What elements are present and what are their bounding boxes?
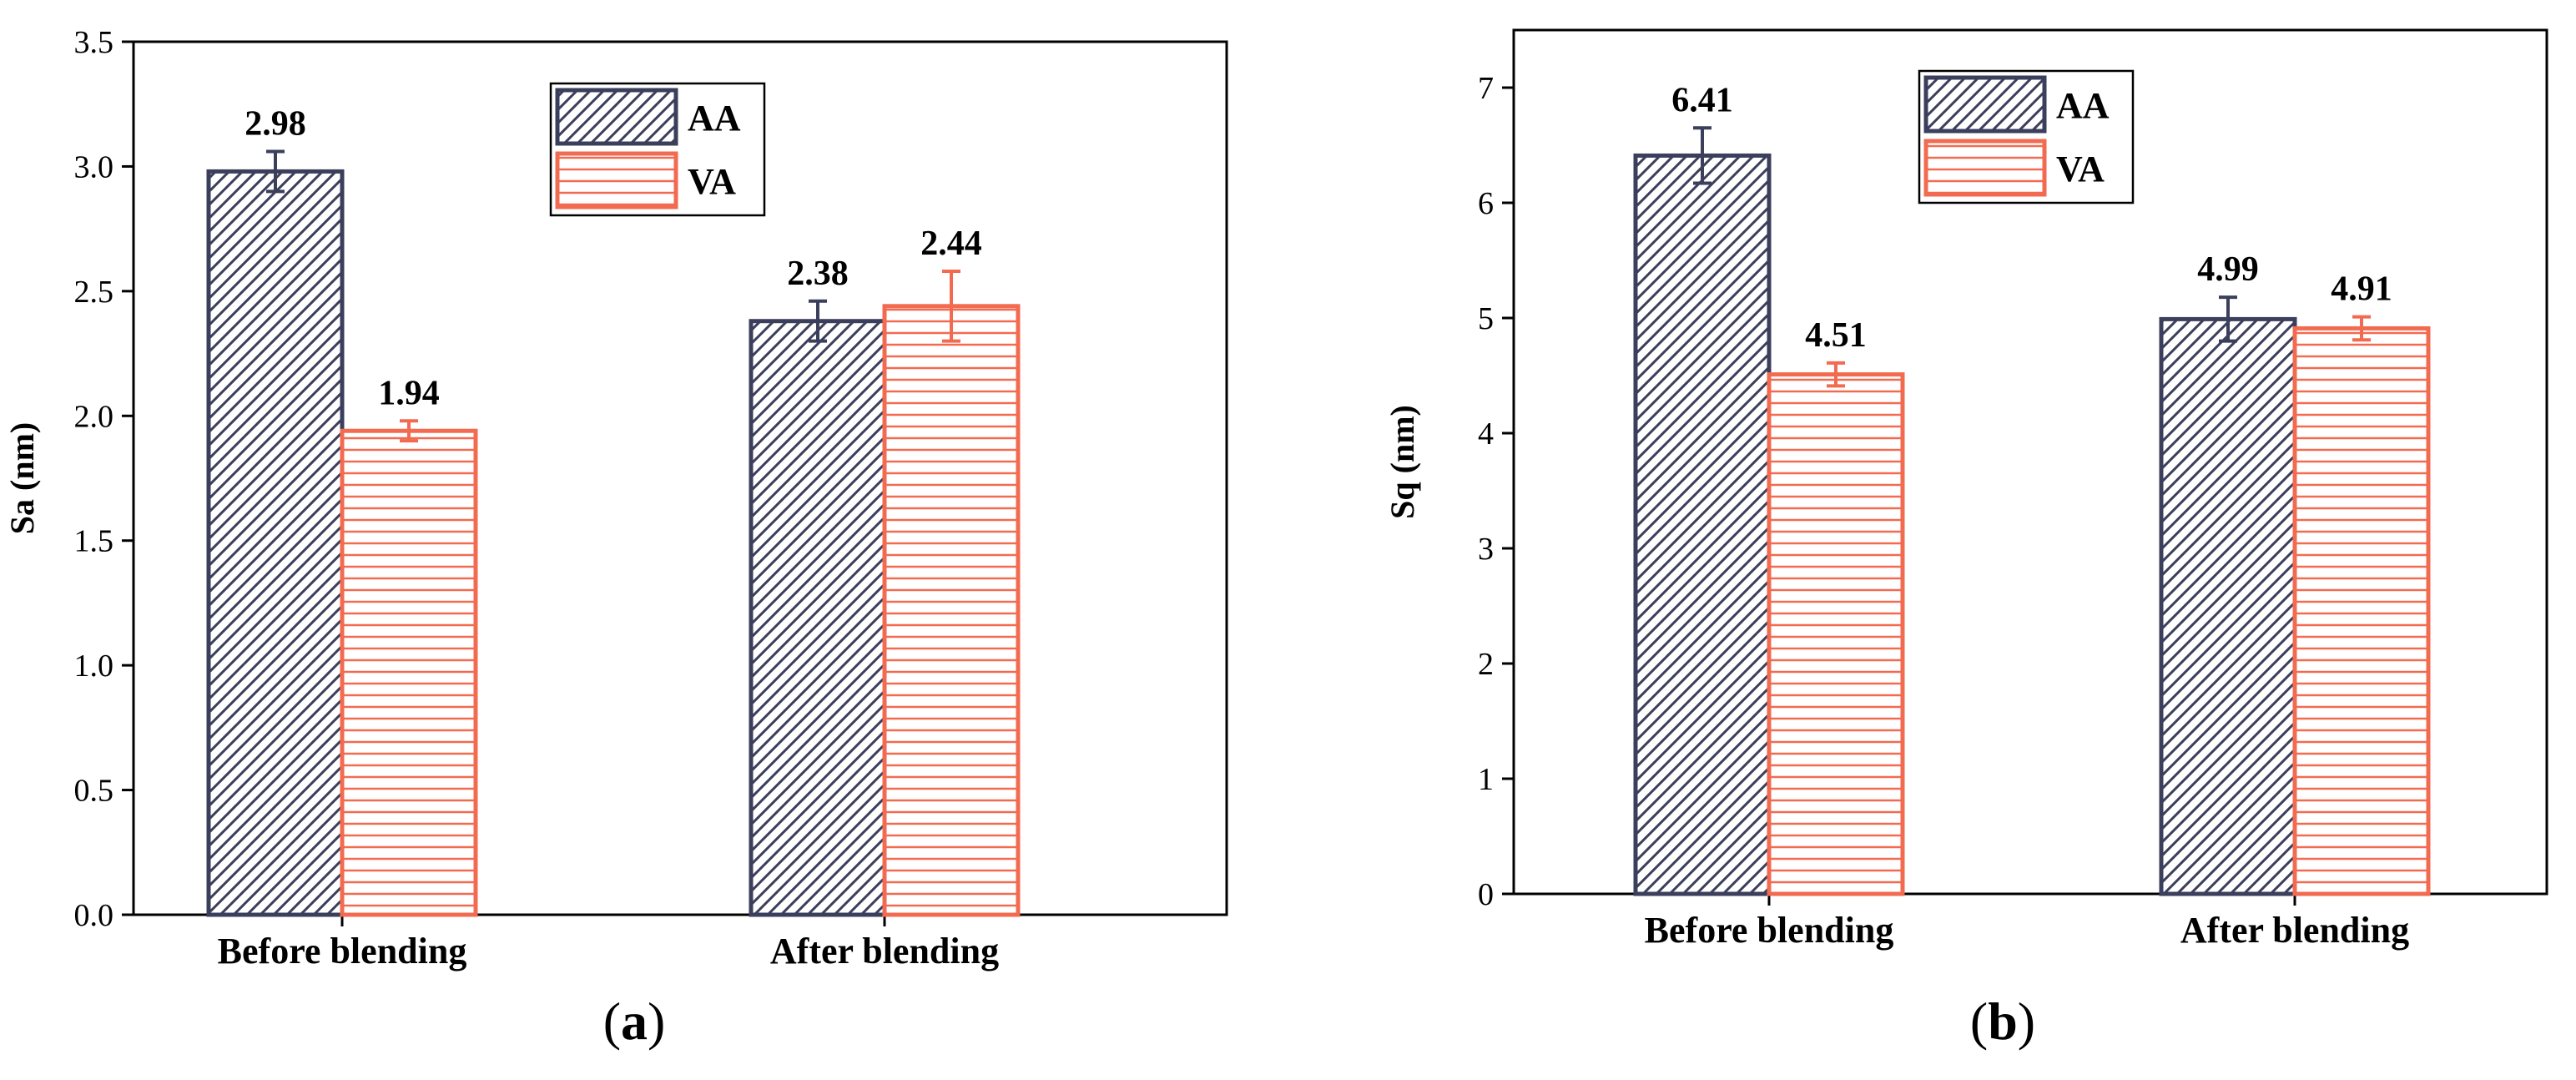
legend-label-va: VA bbox=[2056, 149, 2105, 189]
y-tick-label: 1.0 bbox=[74, 649, 114, 684]
data-label: 6.41 bbox=[1671, 81, 1733, 119]
y-tick-label: 3 bbox=[1478, 532, 1494, 567]
y-tick-label: 2 bbox=[1478, 647, 1494, 682]
y-tick-label: 1.5 bbox=[74, 524, 114, 559]
x-category-label: After blending bbox=[2180, 910, 2409, 951]
y-tick-label: 2.0 bbox=[74, 399, 114, 434]
x-category-label: Before blending bbox=[218, 931, 467, 971]
bar-aa bbox=[206, 169, 345, 917]
y-axis-label: Sq (nm) bbox=[1384, 405, 1421, 519]
data-label: 1.94 bbox=[378, 374, 440, 412]
y-tick-label: 3.5 bbox=[74, 25, 114, 60]
axis-frame bbox=[1512, 28, 2548, 896]
y-tick-label: 3.0 bbox=[74, 149, 114, 184]
error-bar-aa bbox=[266, 149, 285, 194]
panel-label: (a) bbox=[603, 992, 666, 1051]
chart-panel-a: 0.0 0.5 1.0 1.5 2.0 2.5 3.0 3.5 Before blending A… bbox=[3, 25, 1228, 1051]
panel-label: (b) bbox=[1970, 992, 2035, 1051]
y-tick-label: 4 bbox=[1478, 416, 1494, 452]
data-label: 4.91 bbox=[2331, 270, 2392, 309]
legend-swatch-aa bbox=[555, 88, 678, 146]
error-bar-aa bbox=[809, 299, 827, 343]
bar-va bbox=[2292, 326, 2431, 896]
data-label: 2.38 bbox=[787, 255, 849, 293]
error-bar-aa bbox=[2219, 295, 2237, 343]
x-category-label: After blending bbox=[770, 931, 999, 971]
legend: AA VA bbox=[1918, 69, 2135, 204]
y-tick-label: 0.0 bbox=[74, 898, 114, 933]
y-tick-label: 2.5 bbox=[74, 275, 114, 310]
data-label: 4.51 bbox=[1805, 316, 1867, 355]
error-bar-va bbox=[400, 419, 418, 443]
legend: AA VA bbox=[549, 82, 766, 217]
x-category-label: Before blending bbox=[1645, 910, 1894, 951]
bar-aa bbox=[1633, 153, 1772, 896]
error-bar-va bbox=[2352, 315, 2371, 342]
legend-swatch-va bbox=[1923, 139, 2047, 197]
error-bar-va bbox=[942, 269, 960, 343]
bar-aa bbox=[749, 319, 887, 917]
legend-label-aa: AA bbox=[2056, 85, 2110, 126]
bar-va bbox=[1767, 372, 1905, 896]
y-tick-label: 7 bbox=[1478, 71, 1494, 106]
legend-swatch-va bbox=[555, 151, 678, 209]
data-label: 4.99 bbox=[2197, 250, 2259, 289]
error-bar-va bbox=[1827, 361, 1845, 388]
y-tick-label: 5 bbox=[1478, 301, 1494, 336]
legend-swatch-aa bbox=[1923, 75, 2047, 134]
chart-panel-b: 0 1 2 3 4 5 6 7 Before blending After blending Sq … bbox=[1384, 28, 2548, 1051]
y-axis-label: Sa (nm) bbox=[3, 422, 41, 534]
y-tick-label: 1 bbox=[1478, 762, 1494, 797]
y-tick-label: 6 bbox=[1478, 186, 1494, 221]
data-label: 2.98 bbox=[244, 104, 306, 143]
axis-frame bbox=[132, 40, 1228, 916]
data-label: 2.44 bbox=[920, 225, 982, 263]
legend-label-aa: AA bbox=[688, 98, 741, 139]
legend-label-va: VA bbox=[688, 161, 736, 202]
error-bar-aa bbox=[1693, 126, 1711, 185]
y-tick-label: 0 bbox=[1478, 877, 1494, 912]
bar-va bbox=[340, 428, 478, 917]
y-tick-label: 0.5 bbox=[74, 774, 114, 809]
bar-va bbox=[882, 304, 1021, 917]
bar-aa bbox=[2159, 316, 2297, 896]
